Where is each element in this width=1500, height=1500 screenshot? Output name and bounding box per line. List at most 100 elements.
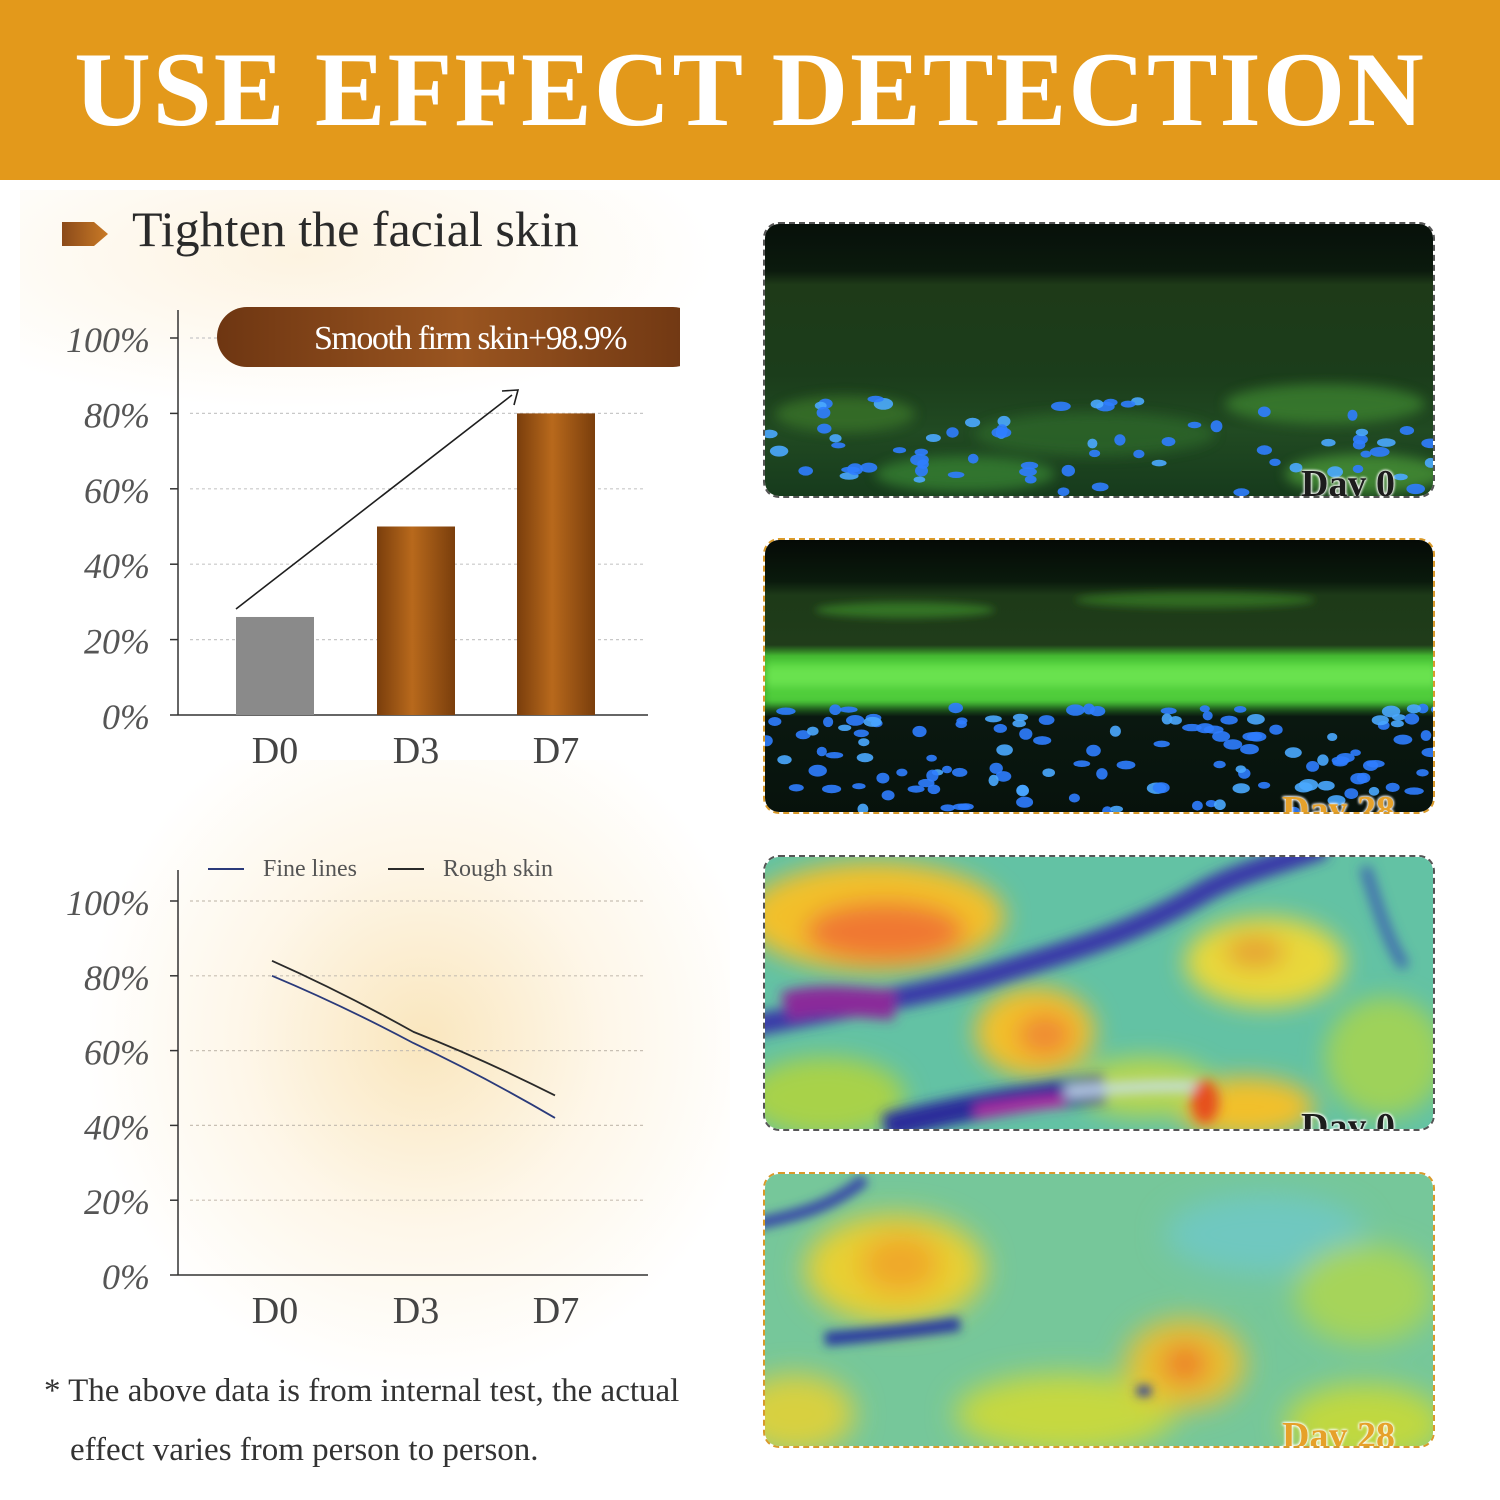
line-chart-legend: Fine lines Rough skin xyxy=(208,856,553,882)
cell-nucleus xyxy=(816,406,831,419)
cell-nucleus xyxy=(817,423,832,434)
cell-nucleus xyxy=(912,725,927,738)
line-series-rough-skin xyxy=(271,960,556,1097)
fluorescence-image-day0-graphic xyxy=(765,224,1433,496)
cell-nucleus xyxy=(1317,780,1335,791)
badge-text: Smooth firm skin+98.9% xyxy=(314,320,627,357)
cell-nucleus xyxy=(1090,399,1104,409)
bar-d0 xyxy=(236,616,314,715)
cell-nucleus xyxy=(1350,773,1368,785)
cell-nucleus xyxy=(1258,781,1271,789)
bar-y-tick-label: 40% xyxy=(84,546,150,586)
cell-nucleus xyxy=(926,769,939,782)
line-x-label: D0 xyxy=(252,1290,298,1332)
cell-nucleus xyxy=(1169,716,1182,725)
cell-nucleus xyxy=(769,445,789,457)
cell-nucleus xyxy=(1012,719,1026,728)
cell-nucleus xyxy=(1344,788,1359,799)
cell-nucleus xyxy=(952,767,968,777)
line-chart-y-ticks: 100% 80% 60% 40% 20% 0% xyxy=(66,883,150,1297)
line-x-label: D7 xyxy=(533,1290,579,1332)
cell-nucleus xyxy=(1073,760,1091,767)
panel-label-day0-top: Day 0 xyxy=(1301,463,1395,498)
cell-nucleus xyxy=(1317,754,1329,766)
cell-nucleus xyxy=(867,395,884,403)
cell-nucleus xyxy=(1377,438,1396,447)
heatmap-image-day0-graphic xyxy=(765,857,1433,1129)
cell-nucleus xyxy=(856,753,874,763)
cell-nucleus xyxy=(991,427,1012,438)
cell-nucleus xyxy=(1205,800,1217,808)
background-glow xyxy=(90,760,730,1380)
cell-nucleus xyxy=(1114,434,1126,446)
cell-nuclei-day0 xyxy=(765,395,1433,496)
cell-nucleus xyxy=(1116,760,1136,770)
cell-nucleus xyxy=(1214,799,1226,810)
cell-nucleus xyxy=(881,790,895,801)
cell-nucleus xyxy=(1016,796,1034,808)
cell-nucleus xyxy=(892,447,907,454)
cell-nucleus xyxy=(1269,724,1283,735)
cell-nucleus xyxy=(1012,713,1029,722)
cell-nucleus xyxy=(765,429,778,439)
cell-nucleus xyxy=(1430,706,1433,713)
cell-nucleus xyxy=(1120,400,1136,408)
line-y-tick-label: 0% xyxy=(102,1257,150,1297)
cell-nucleus xyxy=(1421,438,1433,449)
cell-nucleus xyxy=(1366,760,1385,768)
bar-x-label: D7 xyxy=(533,730,579,772)
cell-nucleus xyxy=(829,704,842,715)
cell-nucleus xyxy=(1212,731,1231,742)
background-glow-top xyxy=(20,190,720,410)
section-arrow-icon xyxy=(62,222,108,246)
cell-nucleus xyxy=(1321,438,1336,447)
cell-nucleus xyxy=(1406,704,1421,714)
cell-nucleus xyxy=(1223,739,1243,750)
cell-nucleus xyxy=(1057,487,1070,496)
cell-nucleus xyxy=(952,803,971,811)
fluorescence-image-day28: Day 28 xyxy=(763,538,1435,814)
cell-nucleus xyxy=(1213,760,1226,769)
cell-nucleus xyxy=(1385,782,1400,792)
cell-nucleus xyxy=(1199,705,1210,713)
cell-nucleus xyxy=(995,771,1012,782)
cell-nucleus xyxy=(1068,793,1080,803)
bar-chart-trend-arrow xyxy=(235,389,520,610)
cell-nucleus xyxy=(1086,744,1101,757)
cell-nucleus xyxy=(1420,730,1432,741)
cell-nucleus xyxy=(1327,733,1338,741)
cell-nucleus xyxy=(1182,723,1202,732)
cell-nucleus xyxy=(965,417,981,428)
cell-nucleus xyxy=(1038,715,1055,725)
cell-nucleus xyxy=(1103,398,1118,406)
cell-nucleus xyxy=(858,738,870,747)
cell-nucleus xyxy=(1210,420,1223,433)
cell-nucleus xyxy=(846,715,865,726)
cell-nucleus xyxy=(853,729,869,738)
cell-nucleus xyxy=(925,434,941,442)
cell-nucleus xyxy=(989,762,1003,774)
cell-nucleus xyxy=(1109,725,1121,737)
cell-nucleus xyxy=(1240,744,1259,755)
cell-nucleus xyxy=(860,462,878,473)
cell-nucleus xyxy=(1371,715,1389,726)
cell-nucleus xyxy=(1089,449,1101,458)
cell-nucleus xyxy=(1153,740,1170,748)
cell-nucleus xyxy=(807,726,819,736)
cell-nucleus xyxy=(1151,459,1167,467)
cell-nucleus xyxy=(1404,713,1420,725)
line-y-tick-label: 40% xyxy=(84,1107,150,1147)
cell-nucleus xyxy=(993,723,1007,733)
cell-nucleus xyxy=(1360,450,1372,458)
cell-nucleus xyxy=(927,784,941,795)
cell-nucleus xyxy=(847,463,863,476)
bar-x-label: D0 xyxy=(252,730,298,772)
heatmap-image-day28-graphic xyxy=(765,1174,1433,1446)
bar-chart-x-labels: D0 D3 D7 xyxy=(252,730,579,772)
panel-label-day28-bottom: Day 28 xyxy=(1282,1415,1395,1448)
cell-nucleus xyxy=(1393,473,1408,481)
fluorescence-image-day0: Day 0 xyxy=(763,222,1435,498)
bar-y-tick-label: 20% xyxy=(84,622,150,662)
cell-nucleus xyxy=(857,803,869,812)
cell-nucleus xyxy=(1257,406,1271,418)
